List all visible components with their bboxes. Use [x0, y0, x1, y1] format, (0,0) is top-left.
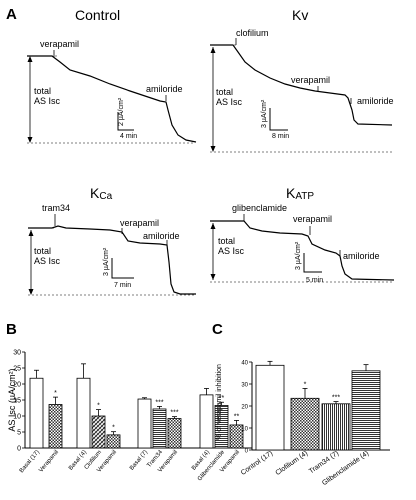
scale-time-label: 7 min [114, 282, 131, 289]
scale-bar [303, 253, 322, 273]
bar [255, 364, 285, 451]
bar [106, 434, 121, 449]
chart-c: % of verapamil inhibition 010203040Contr… [216, 361, 390, 487]
scale-bar [269, 108, 288, 131]
clofilium-label: clofilium [236, 28, 269, 38]
trace-title-sub: ATP [295, 191, 314, 202]
significance-label: ** [234, 413, 240, 420]
significance-label: ** [219, 395, 225, 402]
trace-kca: KCa tram34 verapamil amiloride total AS … [28, 185, 196, 296]
bar [152, 408, 167, 449]
bar [48, 404, 63, 449]
amiloride-label: amiloride [343, 251, 380, 261]
y-axis-label: AS Isc (µA/cm²) [7, 368, 17, 431]
scale-time-label: 5 min [306, 277, 323, 284]
as-isc-label: AS Isc [34, 256, 61, 266]
verapamil-label: verapamil [291, 75, 330, 85]
bar [91, 415, 106, 449]
trace-title: KCa [90, 185, 113, 202]
y-tick-label: 30 [13, 350, 21, 357]
significance-label: * [304, 381, 307, 388]
bar [199, 394, 214, 449]
y-tick-label: 25 [13, 366, 21, 373]
panel-letter-c: C [212, 321, 223, 338]
verapamil-label: verapamil [120, 218, 159, 228]
significance-label: *** [332, 395, 340, 402]
significance-label: * [97, 403, 100, 410]
scale-bar [117, 112, 134, 131]
total-label: total [34, 86, 51, 96]
x-tick-label: Basal (7) [129, 449, 149, 471]
bar [137, 398, 152, 449]
trace-kv: Kv clofilium verapamil amiloride total A… [210, 7, 394, 153]
y-tick-label: 5 [17, 430, 21, 437]
trace-title-sub: Ca [99, 191, 112, 202]
total-arrowheads [210, 223, 216, 280]
amiloride-label: amiloride [357, 96, 394, 106]
amiloride-label: amiloride [146, 84, 183, 94]
trace-title: Control [75, 7, 120, 23]
verapamil-label: verapamil [293, 214, 332, 224]
y-tick-label: 0 [17, 446, 21, 453]
as-isc-label: AS Isc [216, 97, 243, 107]
panel-letter-a: A [6, 6, 17, 23]
trace-title-main: K [90, 185, 100, 201]
x-tick-label: Clofilium (4) [275, 450, 310, 477]
scale-time-label: 4 min [120, 133, 137, 140]
as-isc-label: AS Isc [34, 96, 61, 106]
bar [76, 377, 91, 449]
y-tick-label: 0 [245, 449, 249, 455]
bar [29, 377, 44, 449]
verapamil-label: verapamil [40, 39, 79, 49]
trace-katp: KATP glibenclamide verapamil amiloride t… [210, 185, 395, 284]
bar [351, 370, 381, 451]
bar [321, 403, 351, 451]
significance-label: *** [155, 399, 163, 406]
y-tick-label: 15 [13, 398, 21, 405]
total-label: total [216, 87, 233, 97]
trace-title: KATP [286, 185, 314, 202]
y-tick-label: 10 [13, 414, 21, 421]
y-tick-label: 20 [241, 405, 248, 411]
bar [290, 397, 320, 451]
total-label: total [218, 236, 235, 246]
trace-title-main: K [286, 185, 296, 201]
current-trace [27, 55, 197, 143]
current-trace [210, 44, 393, 126]
glibenclamide-label: glibenclamide [232, 203, 287, 213]
scale-current-label: 3 µA/cm² [261, 99, 268, 128]
y-tick-label: 10 [241, 427, 248, 433]
significance-label: * [54, 390, 57, 397]
panel-letter-b: B [6, 321, 17, 338]
y-tick-label: 30 [241, 383, 248, 389]
as-isc-label: AS Isc [218, 246, 245, 256]
current-trace [28, 225, 196, 295]
trace-title: Kv [292, 7, 308, 23]
current-trace [210, 220, 395, 281]
y-tick-label: 40 [241, 361, 248, 367]
scale-current-label: 3 µA/cm² [295, 241, 302, 270]
amiloride-label: amiloride [143, 231, 180, 241]
trace-control: Control verapamil amiloride total AS Isc… [27, 7, 197, 144]
total-label: total [34, 246, 51, 256]
significance-label: * [112, 425, 115, 432]
scale-time-label: 8 min [272, 133, 289, 140]
scale-current-label: 3 µA/cm² [103, 247, 110, 276]
tram34-label: tram34 [42, 203, 70, 213]
scale-bar [111, 258, 134, 279]
significance-label: *** [170, 410, 178, 417]
bar [167, 418, 182, 449]
scale-current-label: 2 µA/cm² [118, 97, 125, 126]
x-tick-label: Verapamil [38, 449, 60, 473]
y-tick-label: 20 [13, 382, 21, 389]
y-axis-label: % of verapamil inhibition [216, 364, 223, 440]
